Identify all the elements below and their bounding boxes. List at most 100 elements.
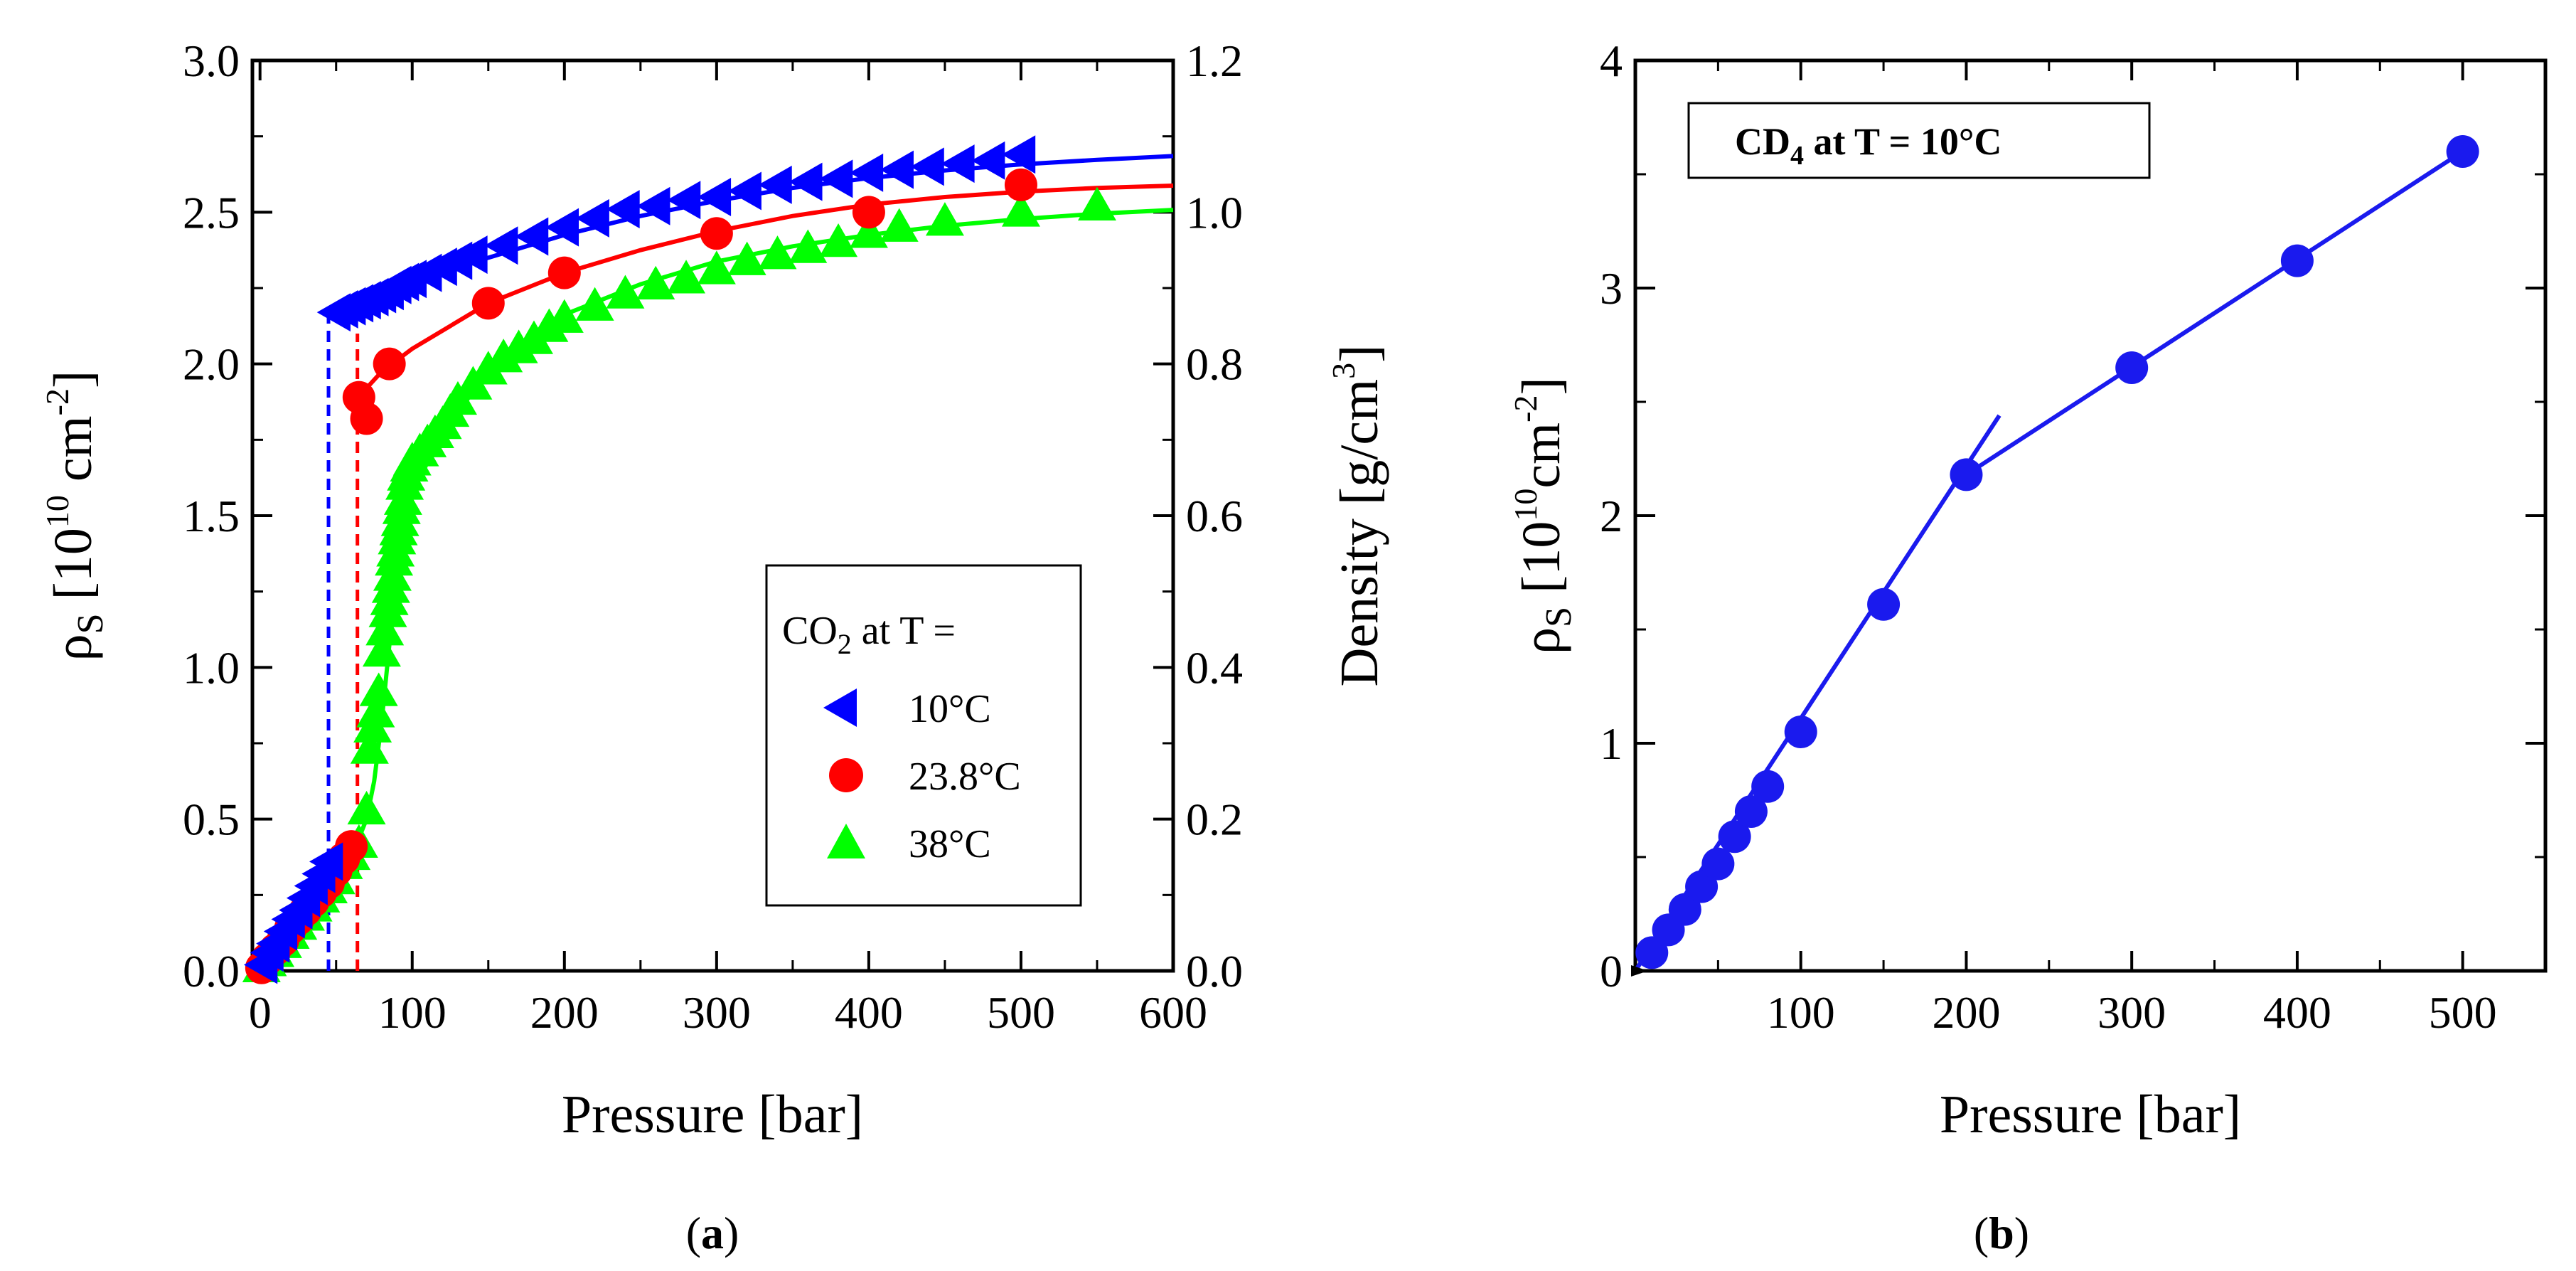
data-point-38c	[350, 730, 389, 764]
data-point-23-8c	[471, 287, 505, 320]
data-point-38c	[758, 235, 797, 270]
data-point-10c	[697, 178, 732, 216]
data-point-38c	[789, 229, 828, 263]
data-point-cd4	[1734, 795, 1768, 828]
data-point-38c	[606, 275, 645, 309]
data-point-cd4	[1668, 893, 1701, 926]
data-point-10c	[309, 842, 343, 881]
legend-label-23-8c: 23.8°C	[909, 755, 1021, 799]
panel-a: 0 100 200 300 400 500 6000.00.51.01.52.02.53.0…	[39, 36, 1389, 1258]
data-point-23-8c	[335, 830, 368, 863]
data-point-10c	[880, 150, 914, 189]
data-point-38c	[575, 287, 614, 321]
data-point-38c	[356, 693, 395, 728]
panel-a-legend-title: CO2 at T =	[782, 609, 956, 660]
data-point-cd4	[1685, 870, 1719, 903]
data-point-10c	[789, 162, 823, 201]
legend-marker-10c	[823, 688, 857, 727]
data-point-10c	[667, 181, 701, 220]
y2-tick-label: 0.6	[1186, 491, 1243, 541]
data-point-10c	[454, 235, 488, 275]
data-point-23-8c	[350, 402, 383, 435]
data-point-cd4	[1950, 458, 1983, 491]
panel-a-y2-axis-label: Density [g/cm3]	[1325, 344, 1389, 686]
y-tick-label: 2	[1600, 491, 1623, 541]
legend-marker-23-8c	[829, 758, 863, 792]
data-point-23-8c	[700, 217, 733, 250]
panel-a-markers	[242, 135, 1116, 984]
data-point-cd4	[1751, 770, 1785, 803]
x-tick-label: 300	[683, 987, 751, 1038]
y-tick-label: 0	[1600, 946, 1623, 996]
data-point-cd4	[2280, 244, 2314, 277]
panel-b: 100 200 300 400 500 0 1 2 3 4 CD4 at T = 10°C Pre…	[1507, 36, 2548, 1258]
panel-a-label: (a)	[686, 1208, 739, 1258]
panel-a-y-axis-label: ρS [1010 cm-2]	[39, 371, 111, 661]
panel-b-label: (b)	[1974, 1208, 2029, 1258]
data-point-38c	[636, 265, 675, 299]
x-tick-label: 100	[1767, 987, 1835, 1038]
y-tick-label: 2.5	[183, 187, 240, 238]
data-point-38c	[362, 633, 401, 667]
data-point-38c	[530, 308, 569, 342]
data-point-10c	[514, 217, 549, 256]
x-tick-label: 200	[1932, 987, 2000, 1038]
x-tick-label: 0	[249, 987, 272, 1038]
x-tick-label: 100	[378, 987, 447, 1038]
y-tick-label: 3.0	[183, 36, 240, 86]
x-tick-label: 200	[530, 987, 599, 1038]
data-point-10c	[636, 186, 670, 225]
panel-b-y-axis-label: ρS [1010cm-2]	[1507, 377, 1579, 654]
x-tick-label: 400	[835, 987, 903, 1038]
data-point-10c	[606, 190, 640, 229]
data-point-cd4	[1784, 716, 1817, 748]
data-point-10c	[545, 208, 579, 247]
y-tick-label: 3	[1600, 263, 1623, 314]
y2-tick-label: 1.2	[1186, 36, 1243, 86]
y2-tick-label: 0.8	[1186, 339, 1243, 390]
panel-a-legend-box	[765, 564, 1082, 907]
y-tick-label: 0.0	[183, 946, 240, 996]
data-point-cd4	[1718, 820, 1751, 853]
data-point-38c	[819, 223, 858, 257]
data-point-10c	[910, 147, 944, 186]
legend-marker-38c	[827, 824, 865, 858]
data-point-10c	[971, 141, 1005, 180]
data-point-10c	[727, 171, 761, 211]
data-point-38c	[727, 241, 766, 275]
legend-label-10c: 10°C	[909, 687, 991, 731]
data-point-38c	[499, 329, 538, 363]
panel-b-origin-arrow	[1631, 965, 1648, 977]
panel-a-tick-labels: 0 100 200 300 400 500 6000.00.51.01.52.02.53.0…	[183, 36, 1243, 1038]
data-point-38c	[697, 250, 736, 284]
data-point-23-8c	[852, 196, 885, 229]
panel-b-ticks	[1635, 59, 2545, 972]
y-tick-label: 1.5	[183, 491, 240, 541]
data-point-23-8c	[547, 256, 581, 289]
x-tick-label: 500	[987, 987, 1055, 1038]
data-point-23-8c	[373, 347, 406, 381]
y-tick-label: 1	[1600, 718, 1623, 769]
legend-label-38c: 38°C	[909, 822, 991, 866]
y-tick-label: 2.0	[183, 339, 240, 390]
data-point-23-8c	[1004, 168, 1037, 201]
data-point-38c	[545, 299, 584, 333]
data-point-38c	[1077, 186, 1116, 221]
panel-b-annotation-box	[1687, 102, 2151, 179]
y-tick-label: 0.5	[183, 794, 240, 845]
y2-tick-label: 1.0	[1186, 187, 1243, 238]
data-point-10c	[484, 226, 518, 265]
x-tick-label: 400	[2263, 987, 2331, 1038]
fit-line-2	[1965, 149, 2464, 477]
panel-b-fit-lines	[1635, 149, 2464, 971]
y2-tick-label: 0.2	[1186, 794, 1243, 845]
panel-a-legend: CO2 at T = 10°C 23.8°C 38°C	[765, 564, 1082, 907]
data-point-38c	[880, 208, 919, 242]
x-tick-label: 500	[2429, 987, 2497, 1038]
data-point-10c	[758, 165, 792, 204]
y2-tick-label: 0.4	[1186, 642, 1243, 693]
data-point-10c	[1001, 135, 1036, 174]
panel-b-x-axis-label: Pressure [bar]	[1940, 1085, 2241, 1144]
data-point-38c	[925, 202, 964, 236]
y-tick-label: 4	[1600, 36, 1623, 86]
